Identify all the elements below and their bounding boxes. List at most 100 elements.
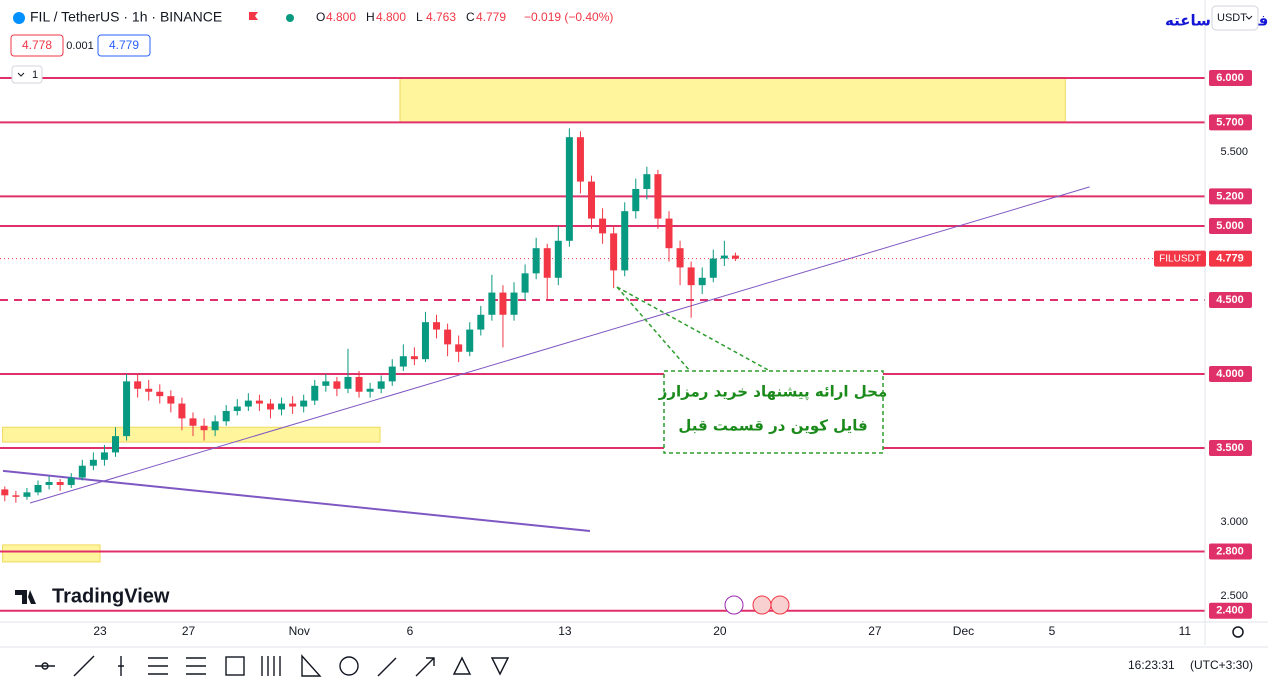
currency-select[interactable] bbox=[1211, 5, 1259, 31]
event-icon[interactable] bbox=[752, 595, 772, 615]
y-tick-label: 2.500 bbox=[1220, 590, 1248, 602]
candle-body bbox=[698, 277, 706, 286]
ohlc-key: C bbox=[466, 10, 475, 24]
tool-icon[interactable] bbox=[415, 657, 435, 677]
candle-body bbox=[23, 492, 31, 497]
candle-body bbox=[687, 267, 695, 286]
candle-body bbox=[565, 137, 573, 241]
tool-icon[interactable] bbox=[186, 657, 206, 675]
candle-body bbox=[466, 329, 474, 352]
candle-body bbox=[134, 381, 142, 389]
candle-body bbox=[521, 273, 529, 293]
y-tick-label: 3.000 bbox=[1220, 516, 1248, 528]
candle-body bbox=[255, 400, 263, 404]
ohlc-key: O bbox=[316, 10, 325, 24]
candle-body bbox=[244, 400, 252, 407]
ask-box[interactable] bbox=[97, 34, 151, 57]
candle-body bbox=[78, 465, 86, 478]
candle-body bbox=[477, 314, 485, 330]
tool-icon[interactable] bbox=[490, 657, 510, 676]
candle-body bbox=[100, 452, 108, 460]
clock: 16:23:31 bbox=[1128, 658, 1175, 672]
candle-body bbox=[421, 322, 429, 360]
candle-body bbox=[720, 255, 728, 259]
tool-icon[interactable] bbox=[339, 656, 359, 676]
tool-icon[interactable] bbox=[301, 654, 322, 677]
tool-icon[interactable] bbox=[261, 656, 281, 676]
ask-price[interactable]: 4.779 bbox=[109, 38, 139, 52]
level-label: 5.700 bbox=[1216, 116, 1244, 128]
candle-body bbox=[56, 482, 64, 485]
zone bbox=[2, 426, 381, 443]
y-tick-label: 5.500 bbox=[1220, 146, 1248, 158]
candle-body bbox=[189, 418, 197, 426]
candle-body bbox=[34, 484, 42, 493]
candle-body bbox=[222, 410, 230, 422]
level-label-box bbox=[1209, 188, 1252, 205]
tool-icon[interactable] bbox=[225, 656, 245, 676]
candle-body bbox=[388, 366, 396, 382]
event-icon[interactable] bbox=[770, 595, 790, 615]
last-price-box bbox=[1209, 250, 1252, 267]
ohlc-value: 4.779 bbox=[476, 10, 506, 24]
tool-icon[interactable] bbox=[73, 655, 95, 677]
candle-body bbox=[266, 403, 274, 410]
zone bbox=[399, 77, 1066, 123]
candle-body bbox=[455, 344, 463, 352]
annotation-line: محل ارائه پیشنهاد خرید رمزارز bbox=[658, 383, 888, 402]
bid-box[interactable] bbox=[10, 34, 64, 57]
drawing-toolbar bbox=[35, 654, 510, 677]
candle-body bbox=[665, 218, 673, 249]
zone bbox=[2, 544, 101, 563]
x-tick-label: Nov bbox=[289, 624, 310, 638]
timezone[interactable]: (UTC+3:30) bbox=[1190, 658, 1253, 672]
spread: 0.001 bbox=[66, 40, 94, 52]
x-tick-label: 13 bbox=[558, 624, 572, 638]
bid-price[interactable]: 4.778 bbox=[22, 38, 52, 52]
tool-icon[interactable] bbox=[452, 656, 472, 675]
tv-logo-text: TradingView bbox=[52, 585, 170, 607]
candle-body bbox=[433, 322, 441, 330]
candle-body bbox=[45, 482, 53, 485]
level-label: 4.000 bbox=[1216, 368, 1244, 380]
tool-icon[interactable] bbox=[118, 656, 124, 676]
candle-body bbox=[554, 240, 562, 278]
indicators-toggle[interactable] bbox=[11, 65, 43, 84]
ohlc-value: 4.800 bbox=[326, 10, 356, 24]
candle-body bbox=[499, 292, 507, 315]
trend-line bbox=[2, 469, 591, 532]
ohlc-key: L bbox=[416, 10, 423, 24]
x-tick-label: 27 bbox=[868, 624, 882, 638]
level-label-box bbox=[1209, 439, 1252, 456]
candle-body bbox=[444, 329, 452, 345]
tool-icon[interactable] bbox=[148, 657, 168, 675]
ohlc-value: 4.763 bbox=[426, 10, 456, 24]
candle-body bbox=[112, 436, 120, 453]
candle-body bbox=[123, 381, 131, 437]
candle-body bbox=[178, 403, 186, 419]
event-icon[interactable] bbox=[724, 595, 744, 615]
tool-icon[interactable] bbox=[35, 662, 55, 670]
annotation-arrow bbox=[616, 286, 771, 372]
x-tick-label: 5 bbox=[1049, 624, 1056, 638]
candle-body bbox=[67, 477, 75, 485]
candle-body bbox=[344, 376, 352, 389]
indicator-count[interactable]: 1 bbox=[32, 69, 38, 81]
candle-body bbox=[654, 174, 662, 219]
trend-line bbox=[29, 186, 1090, 504]
x-tick-label: 6 bbox=[407, 624, 414, 638]
flag-icon[interactable] bbox=[249, 12, 258, 20]
symbol-title[interactable]: FIL / TetherUS · 1h · BINANCE bbox=[30, 9, 222, 25]
settings-icon[interactable] bbox=[1232, 626, 1244, 638]
candle-body bbox=[200, 425, 208, 431]
candle-body bbox=[488, 292, 496, 315]
candle-body bbox=[156, 391, 164, 397]
candle-body bbox=[89, 459, 97, 466]
symbol-tag-text: FILUSDT bbox=[1159, 253, 1201, 264]
chevron bbox=[1245, 15, 1253, 20]
candle-body bbox=[599, 218, 607, 234]
candle-body bbox=[731, 255, 739, 259]
currency[interactable]: USDT bbox=[1217, 12, 1247, 24]
tool-icon[interactable] bbox=[377, 657, 397, 677]
x-tick-label: 23 bbox=[93, 624, 107, 638]
